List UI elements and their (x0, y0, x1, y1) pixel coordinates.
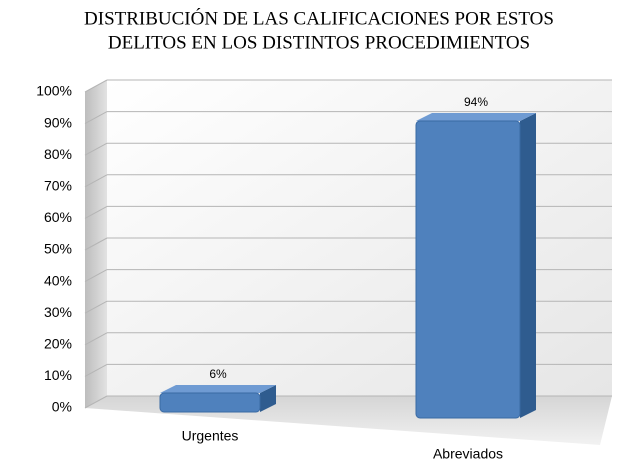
grid-line (84, 395, 108, 409)
bar-side (260, 385, 276, 412)
grid-line (84, 300, 108, 314)
chart-title: DISTRIBUCIÓN DE LAS CALIFICACIONES POR E… (84, 7, 554, 29)
grid-line (84, 79, 108, 93)
y-tick-label: 10% (44, 367, 72, 383)
value-label: 94% (464, 95, 488, 109)
y-tick-label: 60% (44, 209, 72, 225)
bar-side (520, 112, 536, 419)
grid-line (84, 269, 108, 283)
y-tick-label: 30% (44, 304, 72, 320)
y-tick-label: 90% (44, 114, 72, 130)
x-tick-label: Abreviados (433, 446, 503, 462)
bar-top (416, 112, 536, 121)
y-tick-label: 40% (44, 272, 72, 288)
bar (159, 392, 261, 413)
x-tick-label: Urgentes (182, 428, 239, 444)
bar (415, 120, 521, 419)
y-tick-label: 0% (52, 399, 72, 415)
value-label: 6% (209, 367, 227, 381)
chart-title: DELITOS EN LOS DISTINTOS PROCEDIMIENTOS (108, 32, 530, 53)
grid-line (84, 205, 108, 219)
grid-line (84, 111, 108, 125)
y-tick-label: 80% (44, 146, 72, 162)
grid-line (84, 363, 108, 377)
grid-line (84, 332, 108, 346)
y-tick-label: 20% (44, 336, 72, 352)
bar-top (160, 385, 276, 394)
y-tick-label: 100% (36, 83, 72, 99)
y-tick-label: 70% (44, 178, 72, 194)
grid-line (84, 142, 108, 156)
grid-line (84, 174, 108, 188)
y-tick-label: 50% (44, 241, 72, 257)
grid-line (84, 237, 108, 251)
